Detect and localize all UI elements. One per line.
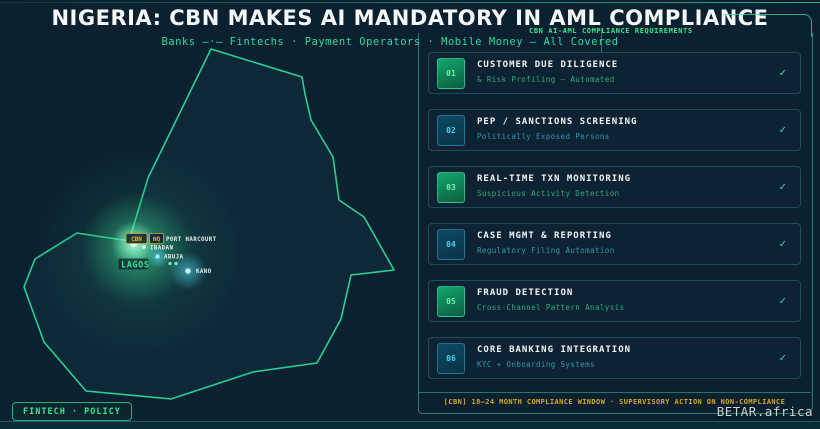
- item-title: REAL-TIME TXN MONITORING: [477, 174, 632, 184]
- label-kano: KANO: [196, 269, 212, 275]
- panel-footer-divider: [419, 392, 811, 393]
- mini-dot-1: [168, 261, 172, 266]
- label-lagos: LAGOS: [121, 261, 150, 271]
- item-number-badge: 04: [437, 229, 465, 260]
- kano-dot: [185, 268, 191, 274]
- item-number-badge: 05: [437, 286, 465, 317]
- item-number-badge: 01: [437, 58, 465, 89]
- item-subtitle: Cross-Channel Pattern Analysis: [477, 303, 625, 312]
- watermark: BETAR.africa: [716, 404, 813, 419]
- requirement-card: 02 PEP / SANCTIONS SCREENING Politically…: [428, 109, 801, 151]
- hq-chip: [149, 233, 164, 244]
- item-subtitle: KYC + Onboarding Systems: [477, 360, 595, 369]
- compliance-window-note: [CBN] 18–24 MONTH COMPLIANCE WINDOW · SU…: [443, 398, 786, 406]
- item-number-badge: 03: [437, 172, 465, 203]
- item-subtitle: Regulatory Filing Automation: [477, 246, 615, 255]
- top-divider-line: [0, 2, 820, 3]
- requirements-list: 01 CUSTOMER DUE DILIGENCE & Risk Profili…: [428, 52, 801, 394]
- panel-kicker-title: CBN AI-AML COMPLIANCE REQUIREMENTS: [529, 27, 693, 35]
- cbn-chip-label: CBN: [131, 236, 142, 243]
- item-subtitle: Suspicious Activity Detection: [477, 189, 620, 198]
- ibadan-dot: [142, 245, 146, 249]
- label-ibadan: IBADAN: [150, 246, 173, 252]
- subtitle-divider-tick: [601, 28, 602, 55]
- item-title: CORE BANKING INTEGRATION: [477, 345, 632, 355]
- hq-chip-label: HQ: [153, 236, 161, 243]
- check-icon: ✓: [779, 66, 786, 79]
- check-icon: ✓: [779, 237, 786, 250]
- requirement-card: 05 FRAUD DETECTION Cross-Channel Pattern…: [428, 280, 801, 322]
- item-subtitle: & Risk Profiling — Automated: [477, 75, 615, 84]
- requirement-card: 06 CORE BANKING INTEGRATION KYC + Onboar…: [428, 337, 801, 379]
- item-title: CASE MGMT & REPORTING: [477, 231, 612, 241]
- item-title: CUSTOMER DUE DILIGENCE: [477, 60, 619, 70]
- item-title: PEP / SANCTIONS SCREENING: [477, 117, 638, 127]
- requirements-panel: [418, 33, 813, 414]
- abuja-dot: [155, 254, 160, 259]
- item-number-badge: 06: [437, 343, 465, 374]
- fintech-policy-badge: FINTECH · POLICY: [12, 402, 132, 421]
- check-icon: ✓: [779, 351, 786, 364]
- cbn-chip: [125, 233, 148, 244]
- item-subtitle: Politically Exposed Persons: [477, 132, 610, 141]
- check-icon: ✓: [779, 123, 786, 136]
- coverage-subtitle: Banks —·— Fintechs · Payment Operators ·…: [161, 36, 619, 48]
- requirement-card: 04 CASE MGMT & REPORTING Regulatory Fili…: [428, 223, 801, 265]
- mini-dot-2: [174, 261, 178, 266]
- label-abuja: ABUJA: [164, 255, 184, 261]
- check-icon: ✓: [779, 294, 786, 307]
- bottom-edge-band: [0, 421, 820, 429]
- page-title: NIGERIA: CBN MAKES AI MANDATORY IN AML C…: [51, 6, 769, 30]
- requirement-card: 03 REAL-TIME TXN MONITORING Suspicious A…: [428, 166, 801, 208]
- label-port-harcourt: PORT HARCOURT: [166, 237, 217, 243]
- item-title: FRAUD DETECTION: [477, 288, 574, 298]
- lagos-chip: [118, 258, 149, 270]
- check-icon: ✓: [779, 180, 786, 193]
- item-number-badge: 02: [437, 115, 465, 146]
- panel-frame-top: [723, 14, 812, 37]
- requirement-card: 01 CUSTOMER DUE DILIGENCE & Risk Profili…: [428, 52, 801, 94]
